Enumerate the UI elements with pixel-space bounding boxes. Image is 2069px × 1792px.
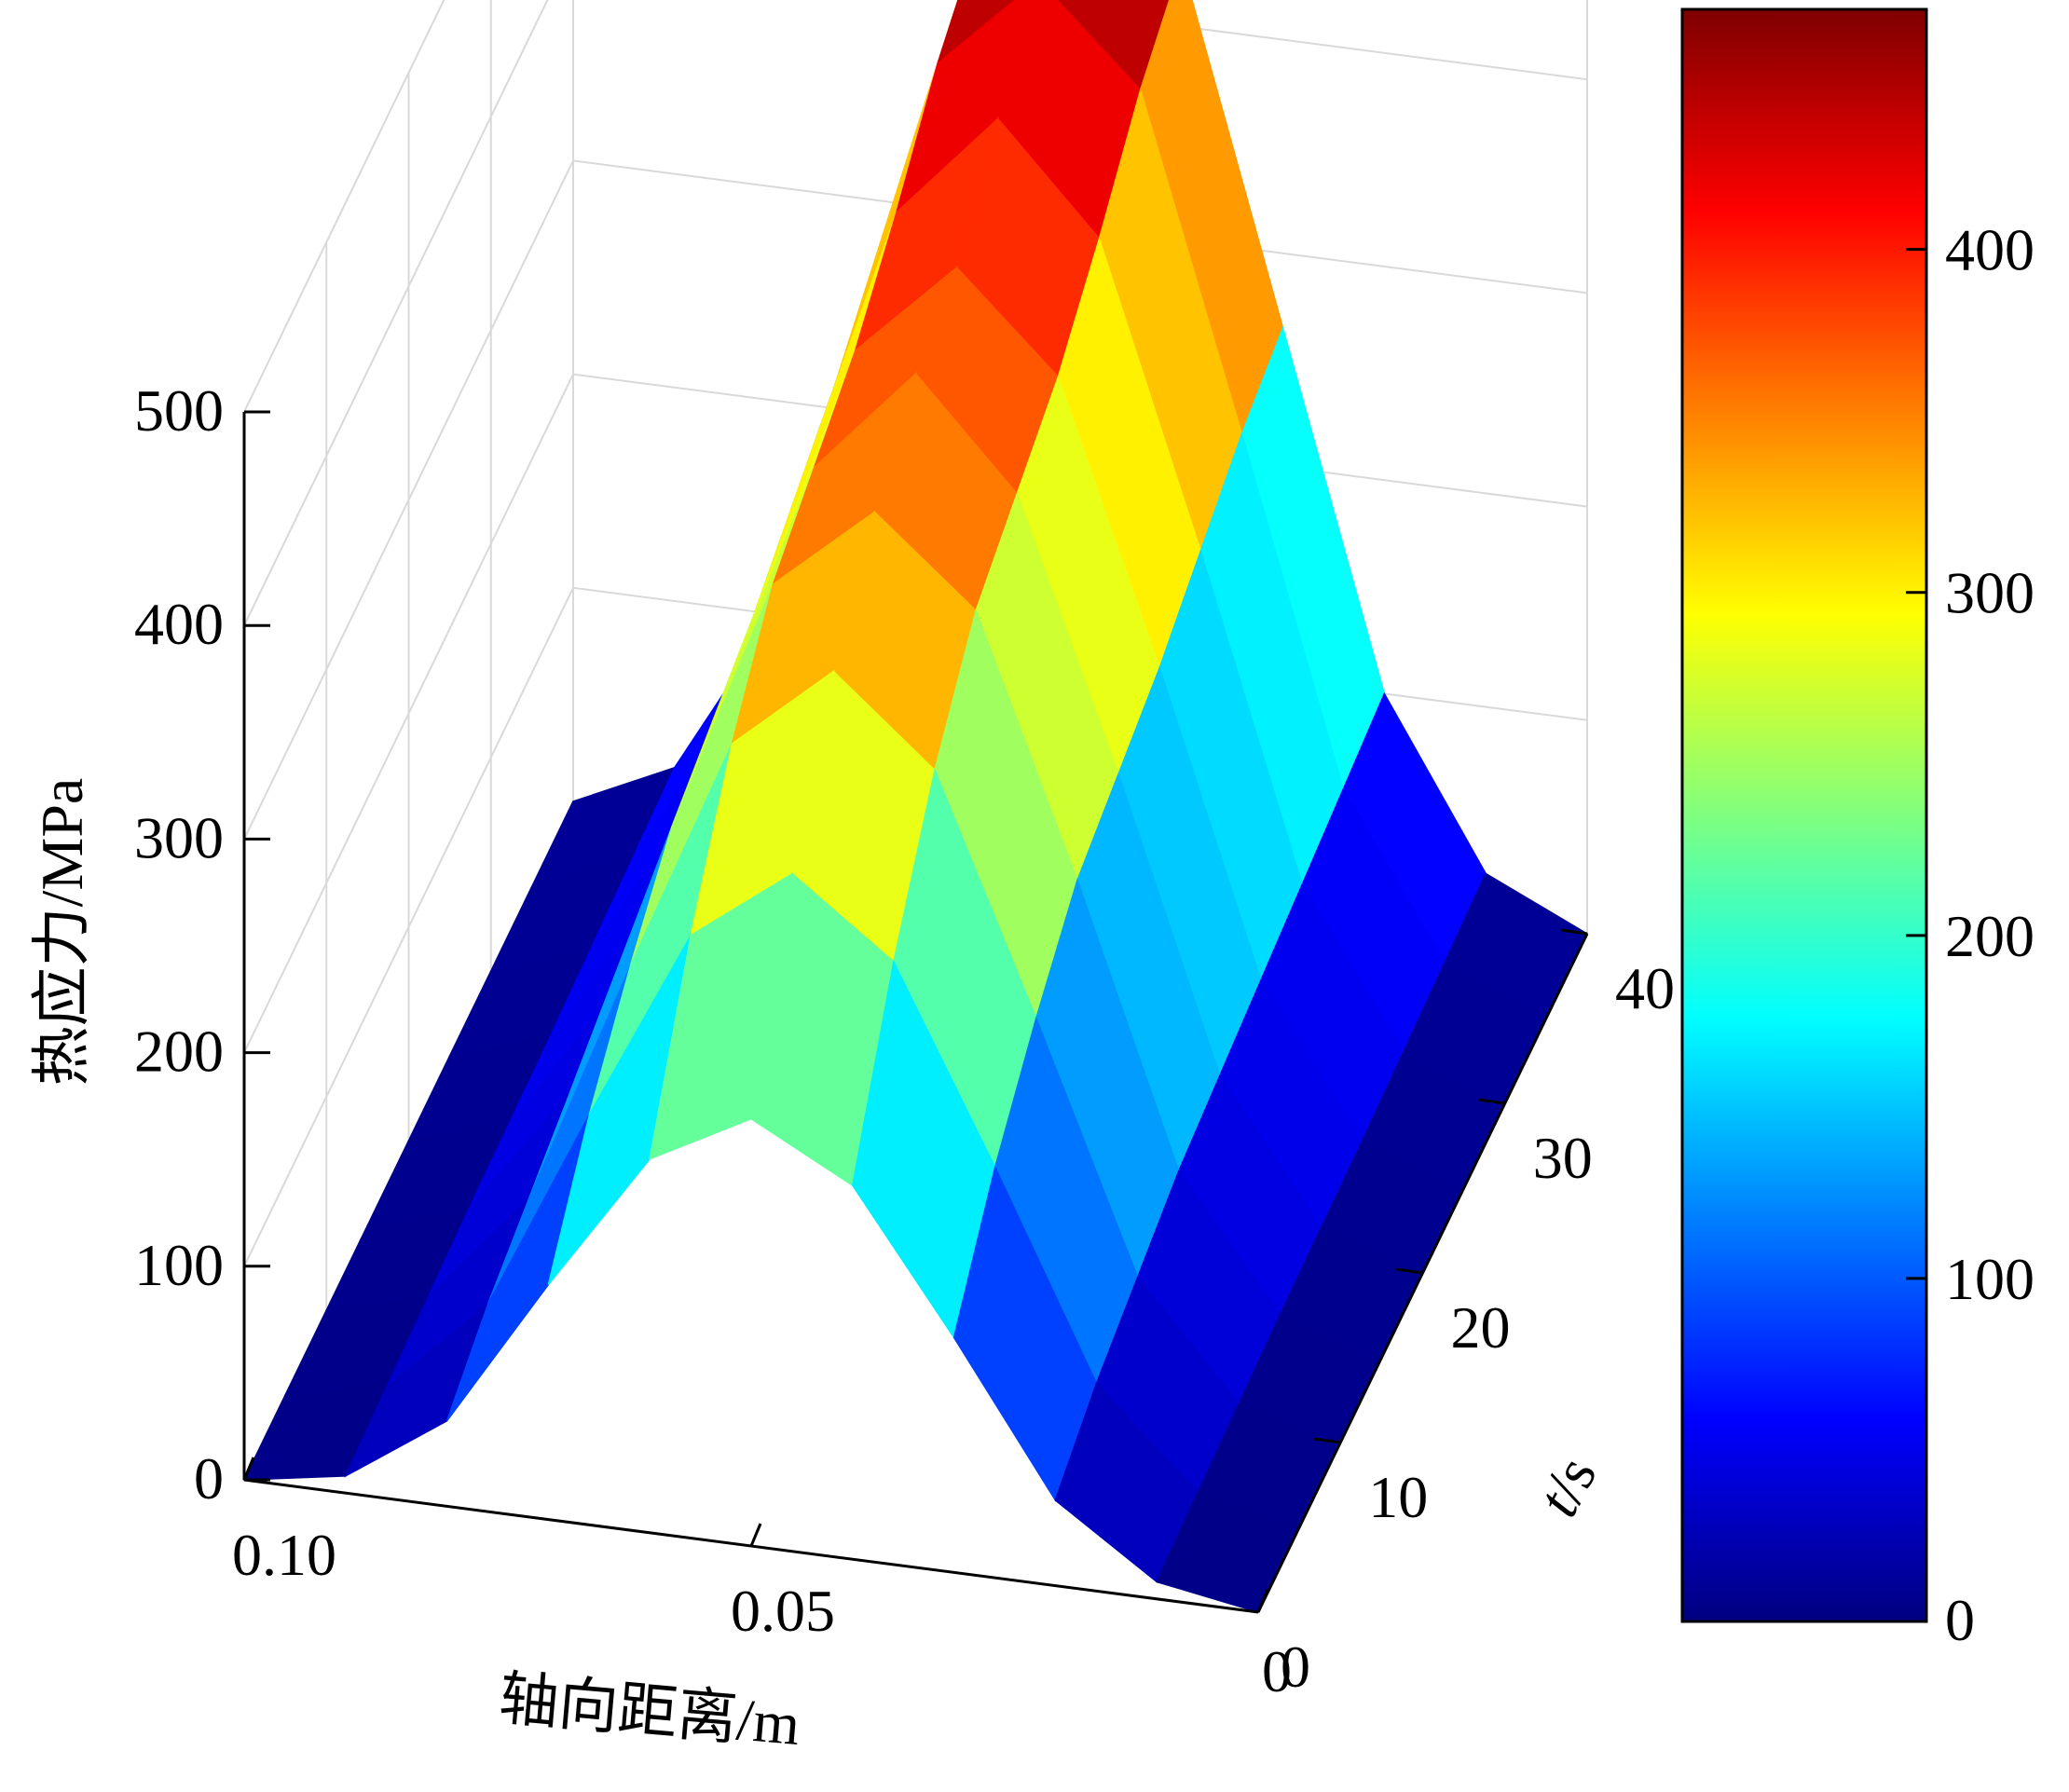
t-tick-mark-2 [1478,1098,1505,1105]
x-axis-title: 轴向距离/m [497,1665,803,1758]
colorbar-tick-label-0: 0 [1945,1587,1975,1653]
t-tick-mark-0 [1314,1437,1341,1444]
colorbar-strip [1680,7,1928,1623]
x-tick-label-2: 0 [1281,1634,1310,1700]
x-tick-mark-2 [1256,1589,1269,1613]
t-tick-label-3: 40 [1615,955,1675,1021]
t-tick-mark-1 [1396,1267,1423,1275]
grid-line-z-5 [243,0,445,413]
colorbar-tick-label-2: 200 [1945,903,2035,969]
x-tick-label-0: 0.10 [232,1522,336,1588]
grid-line-z-4 [243,0,1588,626]
t-tick-label-2: 30 [1533,1125,1593,1191]
t-axis-title: t/s [1524,1446,1609,1527]
colorbar-tick-label-4: 400 [1945,217,2035,283]
x-tick-mark-0 [242,1457,255,1481]
t-tick-label-0: 10 [1368,1464,1428,1530]
x-tick-mark-1 [749,1523,762,1547]
t-tick-label-zero: 0 [1262,1638,1292,1704]
colorbar-tick-label-3: 300 [1945,560,2035,626]
t-tick-label-1: 20 [1451,1294,1511,1361]
z-axis-title: 热应力/MPa [29,778,95,1087]
z-tick-label-1: 100 [134,1232,224,1298]
colorbar-tick-label-1: 100 [1945,1246,2035,1312]
x-tick-label-1: 0.05 [731,1578,835,1644]
z-tick-label-3: 300 [134,804,224,870]
z-tick-label-0: 0 [194,1445,224,1512]
t-tick-mark-3 [1560,928,1588,936]
z-tick-label-4: 400 [134,591,224,657]
surface-mesh [242,0,1588,1613]
z-tick-label-5: 500 [134,377,224,444]
z-tick-label-2: 200 [134,1019,224,1085]
colorbar: 0 100 200 300 400 [1680,7,2035,1653]
